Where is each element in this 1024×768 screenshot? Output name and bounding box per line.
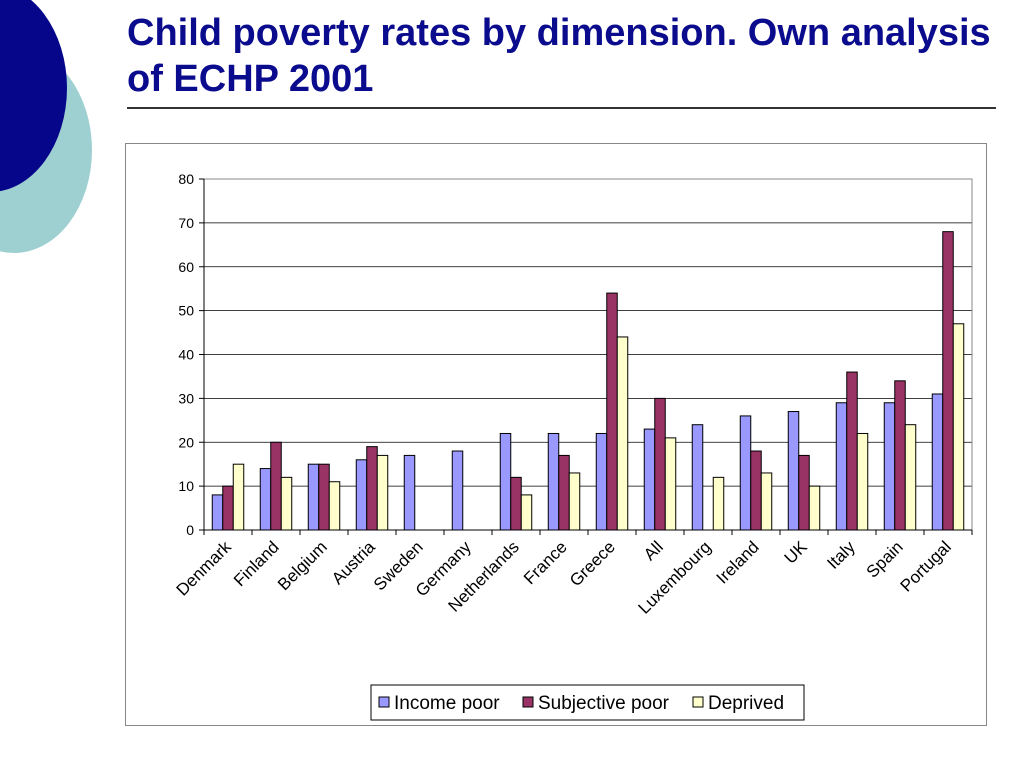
legend-swatch: [378, 696, 390, 708]
y-tick-label: 70: [178, 215, 194, 231]
bar: [712, 476, 725, 531]
bar: [904, 424, 917, 531]
y-tick-label: 0: [186, 522, 194, 538]
x-tick-label: Greece: [566, 537, 619, 590]
decorative-ellipses: [0, 0, 92, 253]
x-tick-label: France: [520, 537, 571, 588]
dark-ellipse: [0, 0, 67, 192]
bar-chart: 0 10 20 30 40 50 60 70 80 DenmarkFinlandBelgiumA…: [173, 171, 973, 721]
bar: [942, 231, 954, 531]
bar: [547, 432, 560, 531]
bar: [664, 437, 677, 531]
bars: [211, 231, 965, 531]
x-tick-label: Ireland: [713, 537, 763, 587]
x-tick-label: UK: [781, 537, 812, 568]
bar: [643, 428, 656, 531]
chart-container: 0 10 20 30 40 50 60 70 80 Denmark Finland Belgium A…: [125, 143, 987, 726]
bar: [856, 432, 869, 531]
title-underline: [127, 107, 996, 109]
bar: [366, 446, 378, 531]
bar: [499, 432, 512, 531]
bar: [835, 402, 848, 531]
y-tick-label: 80: [178, 171, 194, 187]
legend-label: Income poor: [394, 693, 500, 714]
bar: [270, 441, 282, 531]
bar: [558, 454, 570, 531]
x-tick-label: Belgium: [274, 537, 331, 594]
bar: [952, 323, 965, 531]
x-tick-label: Spain: [863, 537, 907, 581]
bar: [318, 463, 330, 531]
y-axis-ticks: 0 10 20 30 40 50 60 70 80: [178, 171, 204, 538]
bar: [355, 459, 368, 531]
bar: [211, 494, 224, 531]
bar: [883, 402, 896, 531]
bar: [568, 472, 581, 531]
bar: [222, 485, 234, 531]
legend-swatch: [692, 696, 704, 708]
bar: [280, 476, 293, 531]
bar: [595, 432, 608, 531]
legend-label: Subjective poor: [538, 693, 670, 714]
bar: [787, 411, 800, 531]
y-tick-label: 50: [178, 303, 194, 319]
x-tick-label: Denmark: [173, 537, 236, 600]
legend-box: [370, 684, 805, 721]
bar: [894, 380, 906, 531]
x-tick-label: Portugal: [897, 537, 955, 595]
bar: [691, 424, 704, 531]
y-tick-label: 20: [178, 434, 194, 450]
y-tick-label: 40: [178, 347, 194, 363]
bar: [259, 468, 272, 531]
bar: [616, 336, 629, 531]
slide-title: Child poverty rates by dimension. Own an…: [127, 12, 991, 100]
bar: [232, 463, 245, 531]
bar: [654, 397, 666, 531]
legend: Income poor Subjective poor Deprived: [370, 684, 805, 721]
y-tick-label: 10: [178, 478, 194, 494]
bar: [760, 472, 773, 531]
bar: [739, 415, 752, 531]
legend-label: Deprived: [708, 693, 784, 714]
bar: [307, 463, 320, 531]
bar: [808, 485, 821, 531]
bar: [931, 393, 944, 531]
bar: [376, 454, 389, 531]
x-tick-label: Italy: [823, 537, 859, 573]
y-tick-label: 30: [178, 390, 194, 406]
bar: [750, 450, 762, 531]
bar: [846, 371, 858, 531]
bar: [510, 476, 522, 531]
bar: [328, 481, 341, 531]
x-axis-ticks: DenmarkFinlandBelgiumAustriaSwedenGerman…: [173, 530, 973, 618]
bar: [798, 454, 810, 531]
bar: [606, 292, 618, 531]
legend-swatch: [522, 696, 534, 708]
bar: [520, 494, 533, 531]
bar: [403, 454, 416, 531]
bar: [451, 450, 464, 531]
y-tick-label: 60: [178, 259, 194, 275]
x-tick-label: All: [640, 537, 667, 564]
